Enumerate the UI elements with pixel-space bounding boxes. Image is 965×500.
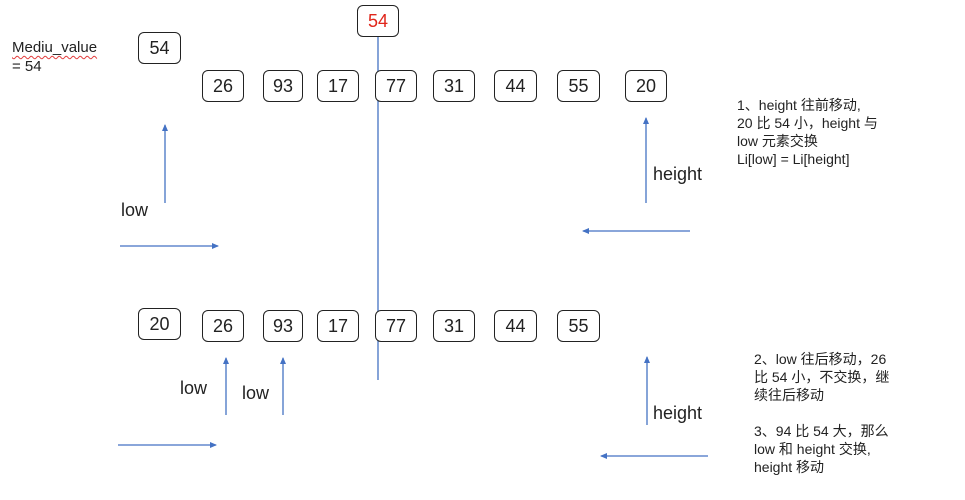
- note-line: height 移动: [754, 459, 825, 475]
- row1-box: 55: [557, 70, 600, 102]
- step2-note: 2、low 往后移动，26 比 54 小，不交换，继 续往后移动: [754, 350, 889, 404]
- row2-box: 44: [494, 310, 537, 342]
- row1-box: 77: [375, 70, 417, 102]
- low-label-bottom-1: low: [180, 378, 208, 398]
- note-line: 20 比 54 小，height 与: [737, 115, 878, 131]
- note-line: 比 54 小，不交换，继: [754, 369, 890, 385]
- row1-box: 26: [202, 70, 244, 102]
- note-line: 2、low 往后移动，26: [754, 351, 887, 367]
- note-line: Li[low] = Li[height]: [737, 151, 850, 167]
- row1-box: 44: [494, 70, 537, 102]
- note-line: low 元素交换: [737, 133, 818, 149]
- row1-box: 31: [433, 70, 475, 102]
- note-line: 3、94 比 54 大，那么: [754, 423, 889, 439]
- note-line: 1、height 往前移动,: [737, 97, 861, 113]
- median-title: Mediu_value: [12, 39, 98, 56]
- height-label-top: height: [653, 164, 703, 184]
- pivot-box: 54: [357, 5, 399, 37]
- row2-box: 26: [202, 310, 244, 342]
- note-line: 续往后移动: [754, 387, 824, 403]
- row2-box: 20: [138, 308, 181, 340]
- row1-first-box: 54: [138, 32, 181, 64]
- row1-box: 20: [625, 70, 667, 102]
- median-value: = 54: [12, 58, 42, 75]
- row2-box: 93: [263, 310, 303, 342]
- height-label-bottom: height: [653, 403, 703, 423]
- low-label-top: low: [121, 200, 149, 220]
- row2-box: 55: [557, 310, 600, 342]
- note-line: low 和 height 交换,: [754, 441, 871, 457]
- step1-note: 1、height 往前移动, 20 比 54 小，height 与 low 元素…: [737, 96, 878, 168]
- step3-note: 3、94 比 54 大，那么 low 和 height 交换, height 移…: [754, 422, 889, 476]
- row1-box: 93: [263, 70, 303, 102]
- row2-box: 77: [375, 310, 417, 342]
- median-value-label: Mediu_value = 54: [12, 38, 97, 76]
- row1-box: 17: [317, 70, 359, 102]
- row2-box: 31: [433, 310, 475, 342]
- row2-box: 17: [317, 310, 359, 342]
- low-label-bottom-2: low: [242, 383, 270, 403]
